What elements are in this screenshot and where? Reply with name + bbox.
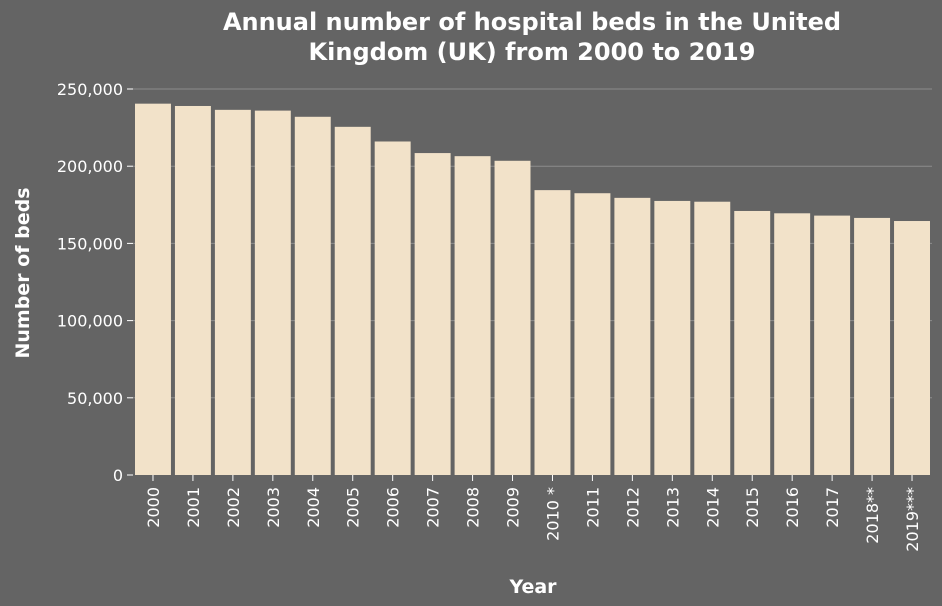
x-tick-label: 2009: [504, 487, 523, 528]
bar: [374, 141, 411, 475]
x-tick-label: 2003: [264, 487, 283, 528]
bar: [494, 160, 531, 475]
x-tick-label: 2004: [304, 487, 323, 528]
y-axis: 0 50,000 100,000 150,000 200,000 250,000: [57, 80, 133, 485]
bar: [814, 215, 851, 475]
x-tick-label: 2019***: [903, 487, 922, 552]
x-axis-title: Year: [508, 576, 557, 598]
bar: [894, 221, 931, 475]
x-tick-label: 2015: [743, 487, 762, 528]
bar: [654, 200, 691, 475]
chart-title-line-1: Annual number of hospital beds in the Un…: [223, 8, 841, 36]
x-axis: 2000 2001 2002 2003 2004 2005 2006 2007 2008 2009…: [144, 475, 922, 552]
bar: [854, 217, 891, 475]
x-tick-label: 2011: [583, 487, 602, 528]
y-tick-label: 100,000: [57, 312, 123, 331]
y-tick-label: 50,000: [67, 389, 123, 408]
bar: [294, 116, 331, 476]
bar: [414, 153, 451, 476]
x-tick-label: 2000: [144, 487, 163, 528]
y-axis-title: Number of beds: [12, 187, 34, 358]
bar: [574, 193, 611, 475]
y-tick-label: 150,000: [57, 234, 123, 253]
x-tick-label: 2007: [424, 487, 443, 528]
y-tick-label: 0: [113, 466, 123, 485]
chart-title-line-2: Kingdom (UK) from 2000 to 2019: [309, 38, 756, 66]
x-tick-label: 2014: [703, 487, 722, 528]
bar: [774, 213, 811, 476]
x-tick-label: 2010 *: [543, 487, 562, 541]
bar: [454, 156, 491, 475]
x-tick-label: 2017: [823, 487, 842, 528]
x-tick-label: 2002: [224, 487, 243, 528]
x-tick-label: 2005: [344, 487, 363, 528]
bar: [334, 126, 371, 475]
x-tick-label: 2008: [464, 487, 483, 528]
x-tick-label: 2012: [623, 487, 642, 528]
y-tick-label: 250,000: [57, 80, 123, 99]
bar: [694, 201, 731, 475]
bar: [734, 210, 771, 475]
bar: [134, 103, 171, 475]
x-tick-label: 2013: [663, 487, 682, 528]
bar: [174, 105, 211, 475]
x-tick-label: 2018**: [863, 487, 882, 544]
x-tick-label: 2006: [384, 487, 403, 528]
bar: [214, 109, 251, 476]
x-tick-label: 2016: [783, 487, 802, 528]
plot-area: [133, 74, 932, 475]
bar: [254, 110, 291, 475]
bar: [534, 190, 571, 475]
y-tick-label: 200,000: [57, 157, 123, 176]
bars: [134, 103, 931, 476]
x-tick-label: 2001: [184, 487, 203, 528]
bar: [614, 197, 651, 476]
